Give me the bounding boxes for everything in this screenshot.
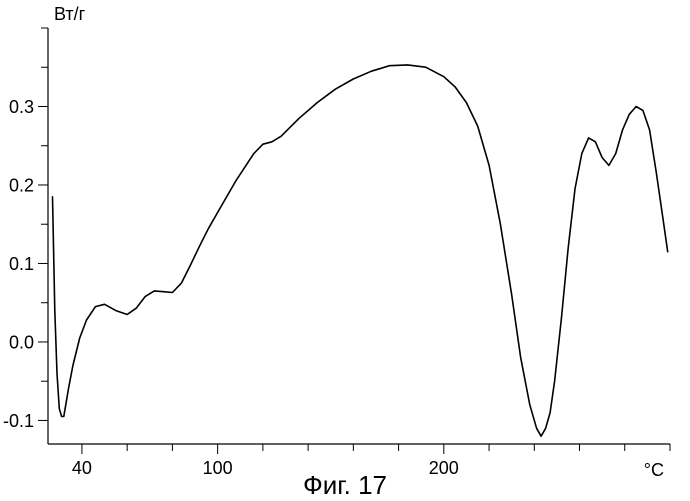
figure-caption: Фиг. 17 (0, 470, 690, 501)
svg-text:0.0: 0.0 (9, 332, 34, 352)
svg-text:Вт/г: Вт/г (54, 4, 86, 24)
svg-text:0.2: 0.2 (9, 175, 34, 195)
svg-text:0.1: 0.1 (9, 254, 34, 274)
figure-area: { "chart": { "type": "line", "background… (0, 0, 690, 500)
svg-text:0.3: 0.3 (9, 97, 34, 117)
svg-text:-0.1: -0.1 (3, 411, 34, 431)
chart-svg: 40100200°C-0.10.00.10.20.3Вт/г (0, 0, 690, 500)
